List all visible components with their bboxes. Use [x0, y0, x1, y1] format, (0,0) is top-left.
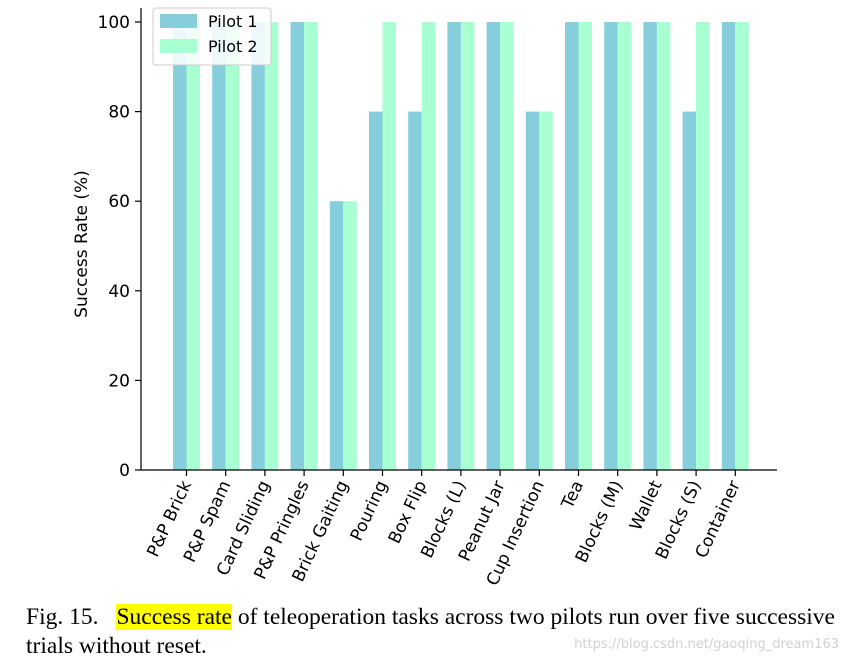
- bar-pilot-1-pouring: [369, 111, 383, 470]
- bar-pilot-1-container: [721, 22, 736, 470]
- bar-pilot-1-blocks-l: [447, 22, 461, 470]
- bar-pilot-2-box-flip: [421, 22, 436, 470]
- bar-pilot-1-peanut-jar: [486, 22, 501, 470]
- x-tick-label-wallet: Wallet: [626, 477, 667, 534]
- bar-pilot-2-card-sliding: [264, 22, 279, 470]
- x-tick-label-tea: Tea: [557, 478, 588, 513]
- bar-pilot-2-p-p-pringles: [304, 22, 318, 470]
- bar-pilot-1-box-flip: [408, 111, 422, 470]
- bar-pilot-1-p-p-spam: [212, 22, 226, 470]
- bar-pilot-2-p-p-spam: [225, 22, 240, 470]
- caption-highlight: Success rate: [116, 604, 232, 630]
- bar-pilot-2-peanut-jar: [500, 22, 514, 470]
- bar-pilot-2-cup-insertion: [539, 111, 553, 470]
- bar-pilot-2-tea: [578, 22, 592, 470]
- bar-pilot-2-brick-gaiting: [343, 201, 357, 470]
- y-tick-label-60: 60: [108, 192, 130, 212]
- legend-swatch-pilot-1: [160, 14, 197, 28]
- x-tick-label-pouring: Pouring: [347, 478, 392, 545]
- bar-pilot-2-blocks-s: [696, 22, 710, 470]
- axes-group: [140, 8, 777, 471]
- bar-pilot-2-blocks-m: [617, 22, 632, 470]
- bar-pilot-1-wallet: [643, 22, 657, 470]
- legend-label-pilot-1: Pilot 1: [208, 12, 258, 31]
- caption-label: Fig. 15.: [26, 604, 99, 630]
- bar-pilot-2-wallet: [656, 22, 671, 470]
- bar-pilot-1-tea: [565, 22, 579, 470]
- y-tick-label-0: 0: [119, 461, 130, 481]
- bar-pilot-1-brick-gaiting: [329, 201, 344, 470]
- bar-pilot-1-blocks-s: [682, 111, 697, 470]
- bar-pilot-1-blocks-m: [604, 22, 618, 470]
- bars-group: [173, 22, 749, 470]
- bar-pilot-1-cup-insertion: [525, 111, 540, 470]
- legend: Pilot 1 Pilot 2: [152, 7, 272, 66]
- bar-pilot-1-card-sliding: [251, 22, 265, 470]
- legend-label-pilot-2: Pilot 2: [208, 37, 258, 56]
- figure-caption: Fig. 15. Success rate of teleoperation ta…: [26, 603, 841, 661]
- bar-pilot-2-pouring: [382, 22, 396, 470]
- y-tick-label-80: 80: [108, 103, 130, 123]
- y-tick-label-40: 40: [108, 282, 130, 302]
- y-ticks: 0 20 40 60 80 100: [98, 13, 141, 481]
- y-tick-label-20: 20: [108, 371, 130, 391]
- watermark: https://blog.csdn.net/gaoqing_dream163: [574, 637, 839, 652]
- caption-text: of teleoperation tasks across two pilots…: [26, 604, 835, 659]
- legend-swatch-pilot-2: [160, 39, 197, 53]
- bar-pilot-2-container: [735, 22, 749, 470]
- bar-pilot-2-p-p-brick: [186, 22, 200, 470]
- bar-pilot-1-p-p-pringles: [290, 22, 305, 470]
- bar-pilot-1-p-p-brick: [173, 22, 187, 470]
- y-axis-title: Success Rate (%): [72, 170, 92, 318]
- y-tick-label-100: 100: [98, 13, 130, 33]
- bar-pilot-2-blocks-l: [460, 22, 475, 470]
